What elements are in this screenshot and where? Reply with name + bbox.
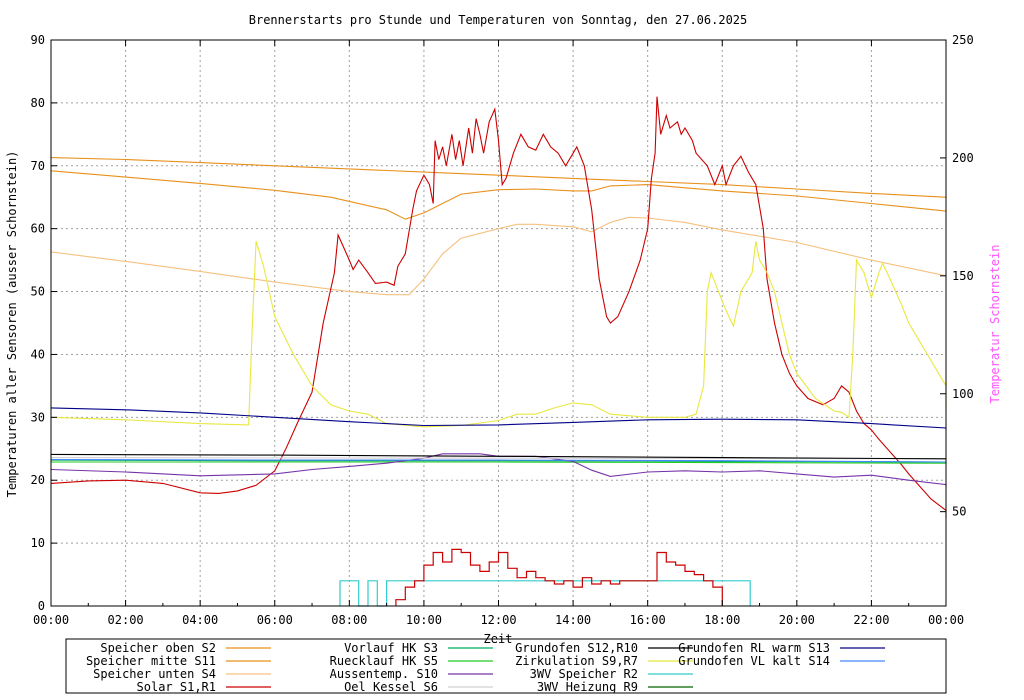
x-tick-label: 20:00 — [779, 613, 815, 627]
y-tick-label: 80 — [31, 96, 45, 110]
series-line-9 — [50, 241, 947, 428]
y-tick-label: 60 — [31, 222, 45, 236]
legend-label: Aussentemp. S10 — [330, 667, 438, 681]
y-axis-label: Temperaturen aller Sensoren (ausser Scho… — [5, 151, 19, 498]
x-tick-label: 10:00 — [406, 613, 442, 627]
series-line-12 — [50, 407, 947, 430]
grid — [51, 40, 946, 606]
legend-label: Zirkulation S9,R7 — [515, 654, 638, 668]
y-tick-label: 0 — [38, 599, 45, 613]
y-axis-ticks: 0 10 20 30 40 50 60 70 80 90 — [31, 33, 57, 613]
legend-label: Speicher oben S2 — [100, 641, 216, 655]
legend-frame — [65, 638, 947, 694]
legend-label: Oel Kessel S6 — [344, 680, 438, 694]
x-tick-label: 16:00 — [630, 613, 666, 627]
series-line-1 — [50, 170, 947, 220]
series-lines — [50, 96, 947, 518]
series-line-7 — [50, 457, 947, 460]
y2-tick-label: 150 — [952, 269, 974, 283]
x-tick-label: 08:00 — [331, 613, 367, 627]
x-tick-label: 14:00 — [555, 613, 591, 627]
series-line-3 — [50, 96, 947, 518]
burner-starts-r1 — [395, 548, 723, 606]
y-tick-label: 90 — [31, 33, 45, 47]
y-tick-label: 10 — [31, 536, 45, 550]
legend-label: Speicher unten S4 — [93, 667, 216, 681]
y-tick-label: 30 — [31, 410, 45, 424]
series-line-0 — [50, 157, 947, 198]
legend-label: Solar S1,R1 — [137, 680, 216, 694]
legend-label: Ruecklauf HK S5 — [330, 654, 438, 668]
series-line-6 — [50, 453, 947, 487]
legend-label: 3WV Speicher R2 — [530, 667, 638, 681]
x-axis-ticks: 00:00 02:00 04:00 06:00 08:00 10:00 12:00 14:00… — [33, 40, 964, 627]
legend-label: 3WV Heizung R9 — [537, 680, 638, 694]
y-tick-label: 20 — [31, 473, 45, 487]
y-tick-label: 70 — [31, 159, 45, 173]
y2-tick-label: 100 — [952, 387, 974, 401]
x-tick-label: 12:00 — [480, 613, 516, 627]
y-tick-label: 50 — [31, 285, 45, 299]
legend-label: Grundofen RL warm S13 — [678, 641, 830, 655]
y2-tick-label: 200 — [952, 151, 974, 165]
x-tick-label: 06:00 — [257, 613, 293, 627]
legend-label: Grundofen S12,R10 — [515, 641, 638, 655]
x-tick-label: 00:00 — [33, 613, 69, 627]
x-tick-label: 18:00 — [704, 613, 740, 627]
x-tick-label: 00:00 — [928, 613, 964, 627]
y2-tick-label: 250 — [952, 33, 974, 47]
y2-axis-ticks: 50 100 150 200 250 — [940, 33, 974, 519]
y2-axis-label: Temperatur Schornstein — [988, 245, 1002, 404]
legend-label: Speicher mitte S11 — [86, 654, 216, 668]
x-tick-label: 02:00 — [108, 613, 144, 627]
legend-label: Vorlauf HK S3 — [344, 641, 438, 655]
y2-tick-label: 50 — [952, 505, 966, 519]
chart-title: Brennerstarts pro Stunde und Temperature… — [249, 13, 748, 27]
x-tick-label: 22:00 — [853, 613, 889, 627]
x-tick-label: 04:00 — [182, 613, 218, 627]
series-line-2 — [50, 216, 947, 296]
legend-label: Grundofen VL kalt S14 — [678, 654, 830, 668]
y-tick-label: 40 — [31, 347, 45, 361]
